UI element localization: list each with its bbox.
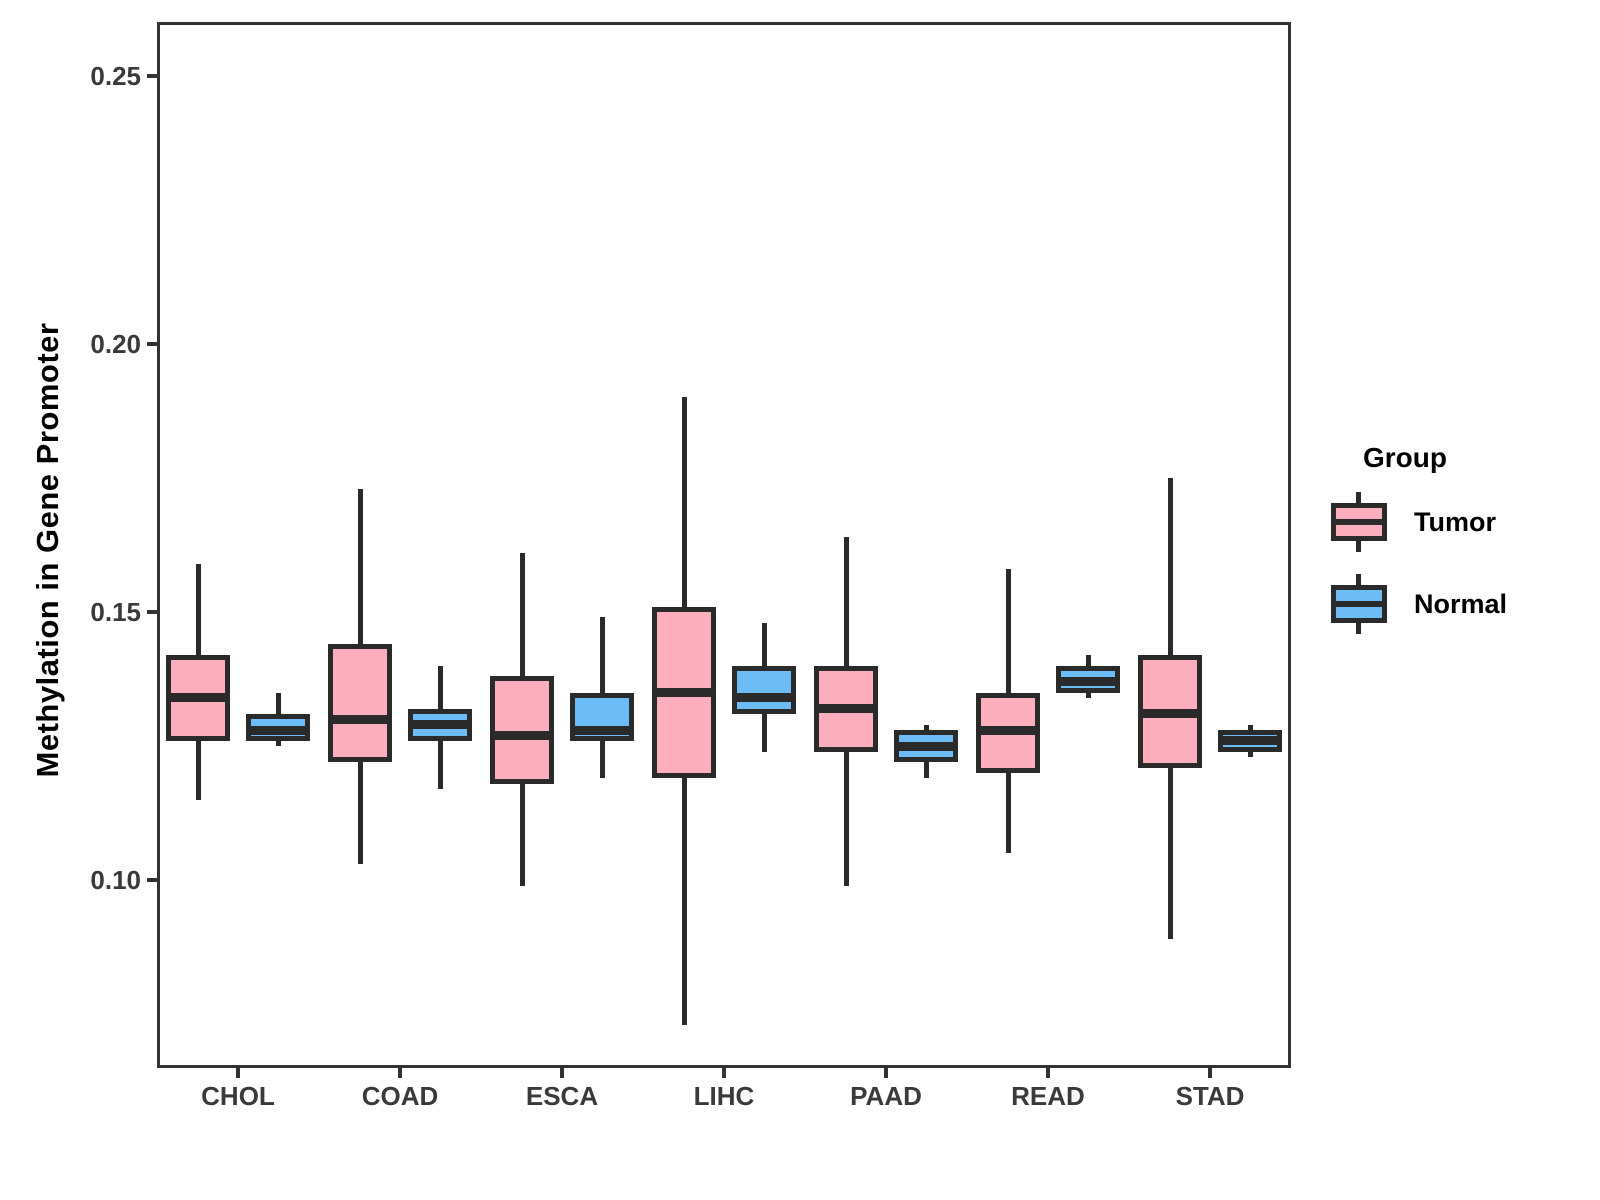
box-normal-lihc bbox=[732, 665, 796, 714]
box-tumor-esca bbox=[490, 676, 554, 784]
x-tick-mark bbox=[236, 1068, 240, 1078]
legend-label-tumor: Tumor bbox=[1414, 506, 1496, 537]
y-tick-mark bbox=[147, 610, 157, 615]
x-tick-mark bbox=[1208, 1068, 1212, 1078]
key-median bbox=[1331, 519, 1387, 525]
x-tick-label-read: READ bbox=[1011, 1081, 1085, 1111]
x-tick-label-stad: STAD bbox=[1175, 1081, 1245, 1111]
box-tumor-coad bbox=[328, 644, 392, 763]
legend-item-normal: Normal bbox=[1330, 574, 1590, 634]
median-normal-chol bbox=[246, 725, 310, 735]
plot-panel bbox=[157, 22, 1291, 1068]
key-median bbox=[1331, 601, 1387, 607]
median-tumor-lihc bbox=[652, 688, 716, 697]
legend-label-normal: Normal bbox=[1414, 588, 1508, 619]
x-tick-mark bbox=[884, 1068, 888, 1078]
x-tick-label-coad: COAD bbox=[361, 1081, 439, 1111]
median-normal-lihc bbox=[732, 693, 796, 703]
y-tick-mark bbox=[147, 878, 157, 883]
x-tick-label-paad: PAAD bbox=[850, 1081, 922, 1111]
median-normal-coad bbox=[408, 720, 472, 730]
x-tick-mark bbox=[560, 1068, 564, 1078]
legend: Group Tumor Normal bbox=[1330, 442, 1590, 656]
y-tick-mark bbox=[147, 73, 157, 78]
median-tumor-esca bbox=[490, 730, 554, 740]
median-normal-read bbox=[1056, 677, 1120, 687]
x-tick-mark bbox=[722, 1068, 726, 1078]
x-tick-label-chol: CHOL bbox=[201, 1081, 275, 1111]
y-tick-label-0.20: 0.20 bbox=[90, 328, 141, 359]
y-tick-mark bbox=[147, 341, 157, 346]
x-tick-mark bbox=[398, 1068, 402, 1078]
boxplot-key-icon bbox=[1330, 492, 1388, 552]
y-tick-label-0.10: 0.10 bbox=[90, 865, 141, 896]
x-tick-label-esca: ESCA bbox=[525, 1081, 599, 1111]
boxplot-key-icon bbox=[1330, 574, 1388, 634]
legend-item-tumor: Tumor bbox=[1330, 492, 1590, 552]
median-tumor-stad bbox=[1138, 709, 1202, 719]
median-tumor-read bbox=[976, 725, 1040, 735]
median-normal-stad bbox=[1218, 736, 1282, 746]
x-tick-label-lihc: LIHC bbox=[693, 1081, 755, 1111]
y-tick-label-0.25: 0.25 bbox=[90, 60, 141, 91]
median-tumor-paad bbox=[814, 704, 878, 714]
median-tumor-chol bbox=[166, 693, 230, 703]
x-tick-mark bbox=[1046, 1068, 1050, 1078]
median-tumor-coad bbox=[328, 714, 392, 724]
median-normal-paad bbox=[894, 741, 958, 751]
median-normal-esca bbox=[570, 725, 634, 735]
y-tick-label-0.15: 0.15 bbox=[90, 597, 141, 628]
legend-title: Group bbox=[1363, 442, 1447, 473]
